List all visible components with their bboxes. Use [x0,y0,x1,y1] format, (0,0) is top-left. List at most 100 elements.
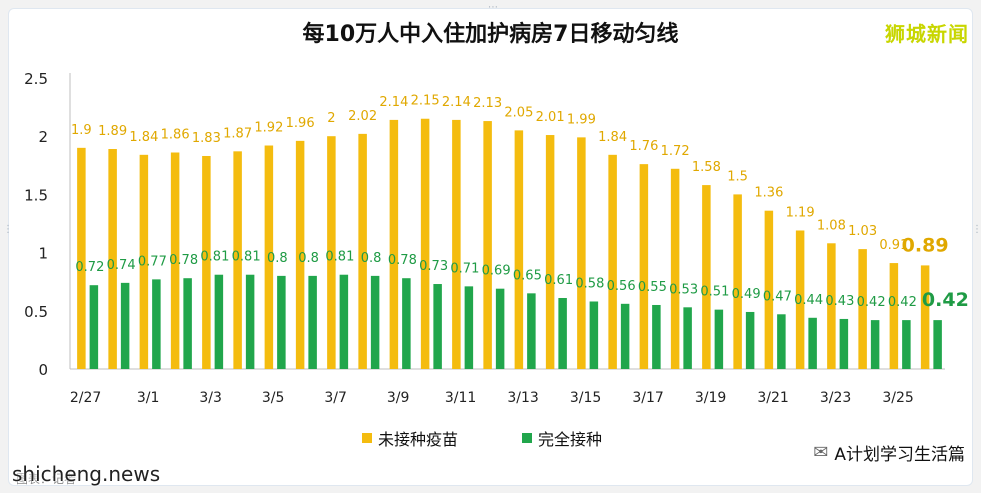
bar-unvaccinated [327,136,336,369]
data-label-unvaccinated: 1.87 [223,126,252,141]
data-label-unvaccinated: 1.72 [661,144,690,159]
bar-unvaccinated [170,152,180,369]
data-label-vaccinated: 0.81 [325,250,354,265]
data-label-vaccinated: 0.49 [732,287,761,302]
x-tick-label: 3/5 [262,390,285,406]
data-label-vaccinated: 0.8 [267,251,288,266]
data-label-vaccinated: 0.51 [700,285,729,300]
data-label-vaccinated: 0.81 [232,250,261,265]
bar-unvaccinated [577,137,586,369]
y-tick-label: 0 [38,361,48,379]
x-tick-label: 3/23 [820,390,851,406]
bar-unvaccinated [795,230,805,369]
data-label-vaccinated: 0.61 [544,273,573,288]
data-label-vaccinated: 0.73 [419,259,448,274]
x-tick-label: 3/25 [882,390,913,406]
x-tick-label: 3/9 [387,390,410,406]
bar-vaccinated [902,320,911,369]
data-label-unvaccinated: 1.76 [629,139,658,154]
y-tick-label: 0.5 [24,303,48,321]
bar-unvaccinated [889,263,899,369]
data-label-vaccinated: 0.69 [482,264,511,279]
data-label-unvaccinated: 1.83 [192,131,221,146]
bar-vaccinated [214,274,224,369]
resize-handle-left[interactable]: ⋮ [3,224,13,235]
bar-unvaccinated [295,140,305,369]
x-tick-label: 3/1 [137,390,160,406]
y-tick-label: 2.5 [24,70,48,88]
bar-vaccinated [120,282,130,369]
wechat-account-name: A计划学习生活篇 [834,445,965,465]
data-label-vaccinated: 0.72 [75,260,104,275]
bar-vaccinated [527,293,536,369]
brand-watermark: 狮城新闻 [885,22,969,46]
bar-vaccinated [745,311,755,369]
data-label-vaccinated: 0.71 [450,261,479,276]
bar-unvaccinated [827,243,836,369]
data-label-vaccinated: 0.42 [922,289,969,311]
data-label-vaccinated: 0.8 [298,251,319,266]
data-label-unvaccinated: 1.19 [786,205,815,220]
legend-swatch-unvaccinated [362,433,372,443]
data-label-vaccinated: 0.78 [169,253,198,268]
y-tick-label: 1 [38,245,48,263]
bar-vaccinated [777,314,786,369]
bar-unvaccinated [233,151,242,369]
resize-handle-right[interactable]: ⋮ [972,224,981,235]
bar-vaccinated [339,274,349,369]
bar-unvaccinated [733,194,742,369]
legend: 未接种疫苗 完全接种 [362,426,602,450]
x-tick-label: 2/27 [70,390,101,406]
data-label-vaccinated: 0.74 [107,258,136,273]
bar-unvaccinated [139,154,149,369]
data-label-vaccinated: 0.78 [388,253,417,268]
data-label-unvaccinated: 2.01 [536,110,565,125]
resize-handle-top[interactable]: ⋯ [488,2,498,13]
bar-unvaccinated [514,130,524,369]
x-tick-label: 3/11 [445,390,476,406]
x-tick-label: 3/19 [695,390,726,406]
bar-unvaccinated [389,119,399,370]
legend-label-unvaccinated: 未接种疫苗 [378,430,459,449]
y-tick-label: 2 [38,128,48,146]
bar-vaccinated [558,297,567,369]
x-tick-label: 3/17 [632,390,663,406]
bar-vaccinated [652,304,661,369]
legend-item-vaccinated: 完全接种 [522,426,602,450]
data-label-unvaccinated: 2.15 [411,94,440,109]
data-label-unvaccinated: 2 [327,111,335,126]
bar-unvaccinated [358,133,367,369]
bar-unvaccinated [452,119,461,370]
bar-unvaccinated [702,185,711,369]
bar-vaccinated [714,309,724,369]
data-label-unvaccinated: 1.89 [98,124,127,139]
bar-unvaccinated [639,164,649,369]
bar-vaccinated [620,303,630,369]
site-watermark: shicheng.news [12,462,161,486]
data-label-vaccinated: 0.42 [857,295,886,310]
data-label-unvaccinated: 1.5 [727,169,748,184]
bar-vaccinated [839,318,849,369]
data-label-unvaccinated: 1.86 [161,127,190,142]
legend-swatch-vaccinated [522,433,533,443]
data-label-vaccinated: 0.47 [763,289,792,304]
data-label-vaccinated: 0.58 [575,276,604,291]
data-label-unvaccinated: 1.03 [848,224,877,239]
data-label-vaccinated: 0.65 [513,268,542,283]
bar-vaccinated [402,278,411,369]
data-label-unvaccinated: 2.13 [473,96,502,111]
data-label-vaccinated: 0.43 [825,294,854,309]
bar-unvaccinated [670,168,680,369]
bar-unvaccinated [545,135,555,369]
data-label-unvaccinated: 0.89 [902,234,949,256]
bar-vaccinated [433,284,442,369]
x-tick-label: 3/15 [570,390,601,406]
data-label-unvaccinated: 1.9 [71,123,92,138]
data-label-unvaccinated: 1.84 [598,130,627,145]
data-label-vaccinated: 0.8 [361,251,382,266]
y-tick-label: 1.5 [24,186,48,204]
data-label-unvaccinated: 2.02 [348,109,377,124]
bar-unvaccinated [202,155,211,369]
data-label-vaccinated: 0.42 [888,295,917,310]
bar-vaccinated [870,320,880,369]
